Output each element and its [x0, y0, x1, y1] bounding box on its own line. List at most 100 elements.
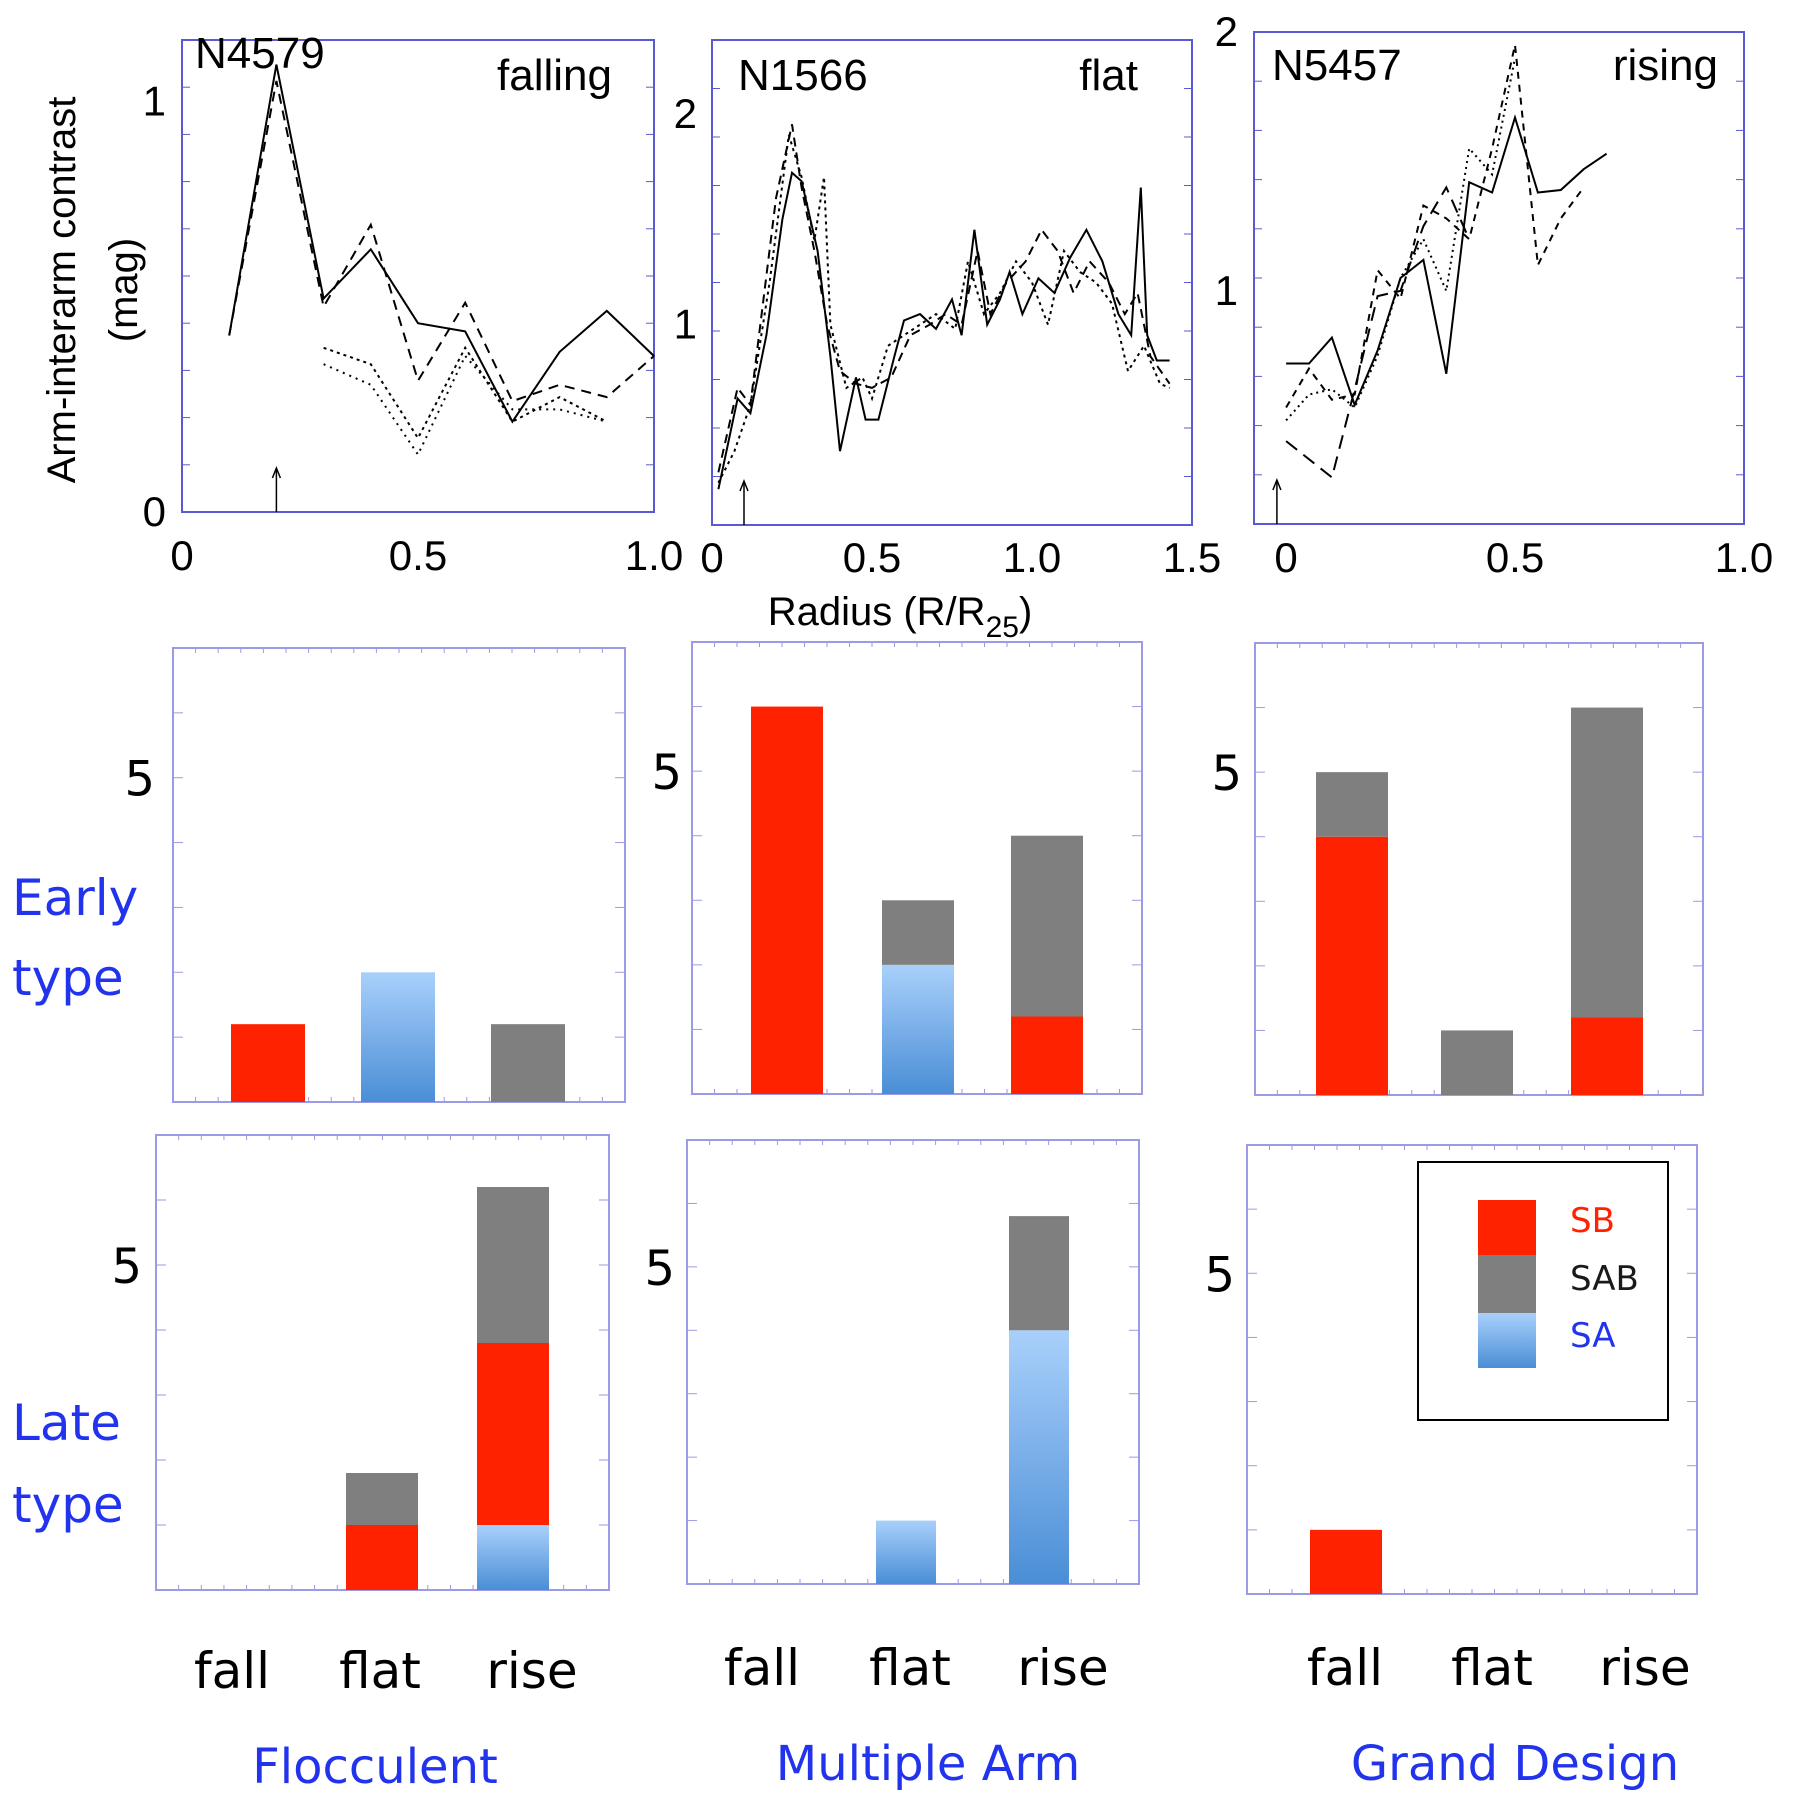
- galaxy-label: N1566: [738, 51, 868, 100]
- galaxy-label: N4579: [195, 29, 325, 78]
- y-tick-label: 5: [644, 1241, 675, 1297]
- x-tick-label: 1.0: [1003, 534, 1061, 581]
- x-axis-label-close: ): [1019, 590, 1032, 634]
- y-tick-label: 5: [1204, 1247, 1235, 1303]
- legend-label-sb: SB: [1570, 1201, 1615, 1241]
- radius-arrow-head: [271, 465, 282, 479]
- bar-panel-late-flocculent: 5: [111, 1134, 610, 1591]
- category-label-multiple-fall: fall: [724, 1639, 800, 1697]
- series-line-dashed: [717, 124, 1171, 473]
- series-line-dotted: [1285, 57, 1516, 422]
- legend-swatch-sb: [1478, 1200, 1536, 1255]
- y-tick-label: 0: [143, 488, 166, 535]
- series-line-solid: [717, 170, 1170, 490]
- category-label-grand-fall: fall: [1307, 1639, 1383, 1697]
- x-tick-label: 1.5: [1163, 534, 1221, 581]
- x-tick-label: 0: [1274, 534, 1297, 581]
- x-axis-label-main: Radius (R/R: [768, 590, 986, 634]
- y-tick-label: 5: [651, 745, 682, 801]
- bar-panel-early-flocculent: 5: [124, 647, 626, 1103]
- bar-flat-sab: [1441, 1030, 1513, 1095]
- bar-rise-sab: [1009, 1216, 1069, 1331]
- profile-label: rising: [1613, 41, 1718, 90]
- y-axis-label: Arm-interarm contrast (mag): [40, 97, 146, 484]
- bar-flat-sab: [882, 900, 954, 965]
- line-panel-n4579: 0 0.5 1.0 0 1 N4579 falling: [143, 29, 684, 579]
- legend-box: [1417, 1161, 1669, 1421]
- y-tick-label: 5: [1211, 746, 1242, 802]
- x-tick-label: 0: [700, 534, 723, 581]
- plot-frame: [181, 39, 655, 513]
- category-label-flocculent-rise: rise: [486, 1642, 577, 1700]
- y-tick-label: 1: [674, 301, 697, 348]
- category-label-grand-rise: rise: [1599, 1639, 1690, 1697]
- series-line-dotted-upper: [323, 345, 608, 441]
- y-axis-label-line1: Arm-interarm contrast: [40, 97, 84, 484]
- row-label-late-line1: Late: [12, 1394, 121, 1452]
- category-label-grand-flat: flat: [1451, 1639, 1533, 1697]
- profile-label: falling: [497, 51, 612, 100]
- bar-flat-sa: [876, 1520, 936, 1584]
- bar-panels: 5 5 5 5 5 5: [111, 641, 1704, 1595]
- y-tick-label: 5: [124, 752, 155, 808]
- bar-rise-sab: [1571, 707, 1643, 1018]
- category-label-multiple-flat: flat: [869, 1639, 951, 1697]
- bar-flat-sa: [361, 972, 435, 1102]
- series-line-dashed-short: [1285, 44, 1585, 409]
- line-panel-n5457: 0 0.5 1.0 1 2 N5457 rising: [1215, 8, 1774, 581]
- profile-label: flat: [1079, 51, 1138, 100]
- y-tick-label: 2: [674, 90, 697, 137]
- bar-rise-sb: [477, 1343, 549, 1525]
- line-panel-n1566: 0 0.5 1.0 1.5 1 2 N1566 flat: [674, 39, 1221, 581]
- bar-panel-late-multiple-arm: 5: [644, 1139, 1140, 1585]
- category-label-flocculent-flat: flat: [339, 1642, 421, 1700]
- y-axis-label-line2: (mag): [102, 238, 146, 342]
- series-line-solid: [228, 64, 655, 424]
- bar-rise-sb: [1011, 1016, 1083, 1094]
- y-tick-label: 1: [1215, 267, 1238, 314]
- series-line-dashed: [228, 80, 655, 403]
- x-tick-label: 0: [170, 532, 193, 579]
- series-line-dotted-lower: [323, 354, 608, 457]
- bar-flat-sb: [346, 1525, 418, 1590]
- series-line-dotted: [717, 134, 1171, 484]
- y-tick-label: 5: [111, 1239, 142, 1295]
- legend: SB SAB SA: [1417, 1161, 1669, 1421]
- column-label-flocculent: Flocculent: [252, 1739, 498, 1795]
- column-label-grand-design: Grand Design: [1351, 1736, 1679, 1792]
- legend-swatch-sab: [1478, 1255, 1536, 1313]
- bar-rise-sa: [1009, 1330, 1069, 1584]
- bar-panel-early-multiple-arm: 5: [651, 641, 1143, 1095]
- series-line-solid: [1286, 114, 1608, 408]
- bar-flat-sab: [346, 1473, 418, 1525]
- column-label-multiple-arm: Multiple Arm: [776, 1736, 1080, 1792]
- plot-frame: [711, 39, 1193, 526]
- category-label-multiple-rise: rise: [1017, 1639, 1108, 1697]
- bar-fall-sab: [1316, 772, 1388, 837]
- bar-rise-sa: [477, 1525, 549, 1590]
- y-tick-label: 2: [1215, 8, 1238, 55]
- y-tick-label: 1: [143, 78, 166, 125]
- bar-fall-sb: [1316, 836, 1388, 1095]
- bar-panel-late-grand-design: 5: [1204, 1144, 1698, 1595]
- bar-rise-sab: [1011, 835, 1083, 1017]
- bar-flat-sa: [882, 964, 954, 1094]
- legend-label-sa: SA: [1570, 1316, 1615, 1356]
- x-axis-label: Radius (R/R25): [768, 590, 1033, 644]
- bar-panel-early-grand-design: 5: [1211, 642, 1704, 1096]
- bar-rise-sab: [491, 1024, 565, 1102]
- line-panels: 0 0.5 1.0 0 1 N4579 falling 0 0.5 1.0 1.5 1 2 N1566 fl…: [143, 8, 1774, 581]
- x-tick-label: 0.5: [389, 532, 447, 579]
- legend-label-sab: SAB: [1570, 1259, 1639, 1299]
- galaxy-label: N5457: [1272, 41, 1402, 90]
- radius-arrow-head: [1272, 477, 1282, 491]
- bar-fall-sb: [1310, 1529, 1382, 1594]
- category-labels: fall flat rise fall flat rise fall flat …: [194, 1639, 1691, 1700]
- bar-rise-sb: [1571, 1017, 1643, 1095]
- row-label-late-line2: type: [12, 1476, 124, 1534]
- bar-rise-sab: [477, 1187, 549, 1343]
- x-tick-label: 0.5: [1486, 534, 1544, 581]
- bar-fall-sb: [751, 706, 823, 1094]
- legend-swatch-sa: [1478, 1313, 1536, 1368]
